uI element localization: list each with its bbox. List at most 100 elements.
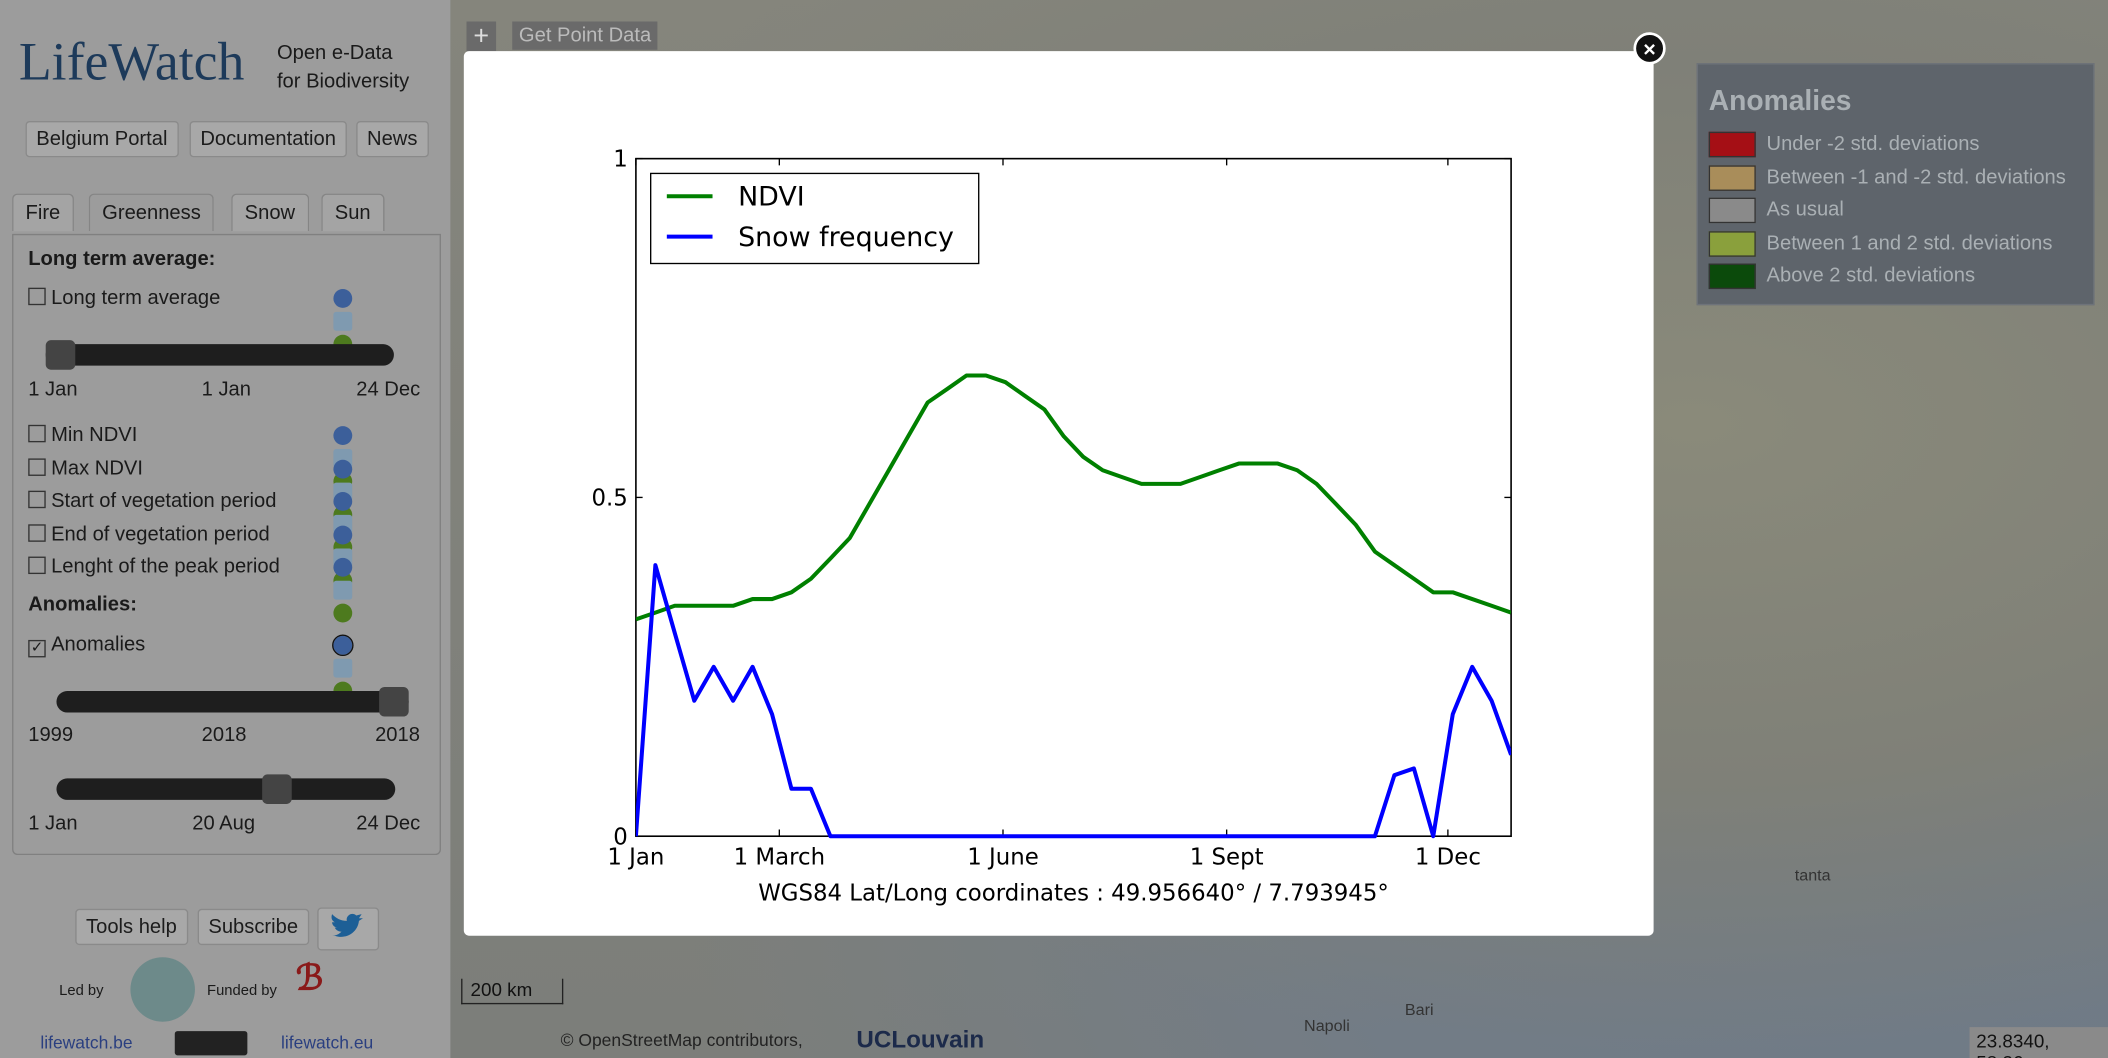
layer-toggle[interactable]: Min NDVI bbox=[28, 423, 137, 446]
partner-logo bbox=[130, 957, 195, 1022]
tab[interactable]: Greenness bbox=[89, 194, 215, 232]
legend-title: Anomalies bbox=[1709, 86, 1852, 118]
attribution: © OpenStreetMap contributors, bbox=[561, 1030, 803, 1050]
checkbox[interactable] bbox=[28, 288, 45, 305]
layer-label: Max NDVI bbox=[51, 456, 143, 479]
close-button[interactable]: × bbox=[1633, 32, 1665, 64]
subscribe-button[interactable]: Subscribe bbox=[198, 909, 309, 945]
nav-button[interactable]: News bbox=[356, 121, 428, 157]
funder-logo: ℬ bbox=[296, 957, 350, 1011]
checkbox[interactable] bbox=[28, 524, 45, 541]
layer-icons bbox=[333, 555, 359, 624]
slider-handle[interactable] bbox=[379, 687, 409, 717]
legend-item: Between 1 and 2 std. deviations bbox=[1709, 231, 2053, 257]
tagline-line: Open e-Data bbox=[277, 39, 409, 67]
layer-toggle[interactable]: End of vegetation period bbox=[28, 522, 269, 545]
funded-by: Funded by bbox=[207, 983, 277, 999]
slider[interactable] bbox=[46, 344, 394, 366]
twitter-button[interactable] bbox=[317, 907, 379, 950]
legend-item: Under -2 std. deviations bbox=[1709, 132, 1980, 158]
style-icon[interactable] bbox=[333, 312, 352, 331]
legend-label: Above 2 std. deviations bbox=[1767, 264, 1976, 287]
tab[interactable]: Sun bbox=[321, 194, 384, 232]
tagline: Open e-Datafor Biodiversity bbox=[277, 39, 409, 95]
link[interactable]: lifewatch.eu bbox=[281, 1032, 373, 1052]
legend-label: Between -1 and -2 std. deviations bbox=[1767, 165, 2066, 188]
screen: + Get Point Data 200 km © OpenStreetMap … bbox=[0, 0, 2108, 1058]
slider-label: 20 Aug bbox=[192, 812, 255, 835]
layer-label: Anomalies bbox=[51, 633, 145, 656]
layer-toggle[interactable]: Long term average bbox=[28, 286, 220, 309]
legend-swatch bbox=[1709, 198, 1756, 224]
legend-item: Between -1 and -2 std. deviations bbox=[1709, 165, 2066, 191]
logo[interactable]: LifeWatch bbox=[19, 30, 245, 93]
place-label: tanta bbox=[1795, 866, 1831, 885]
section-title: Anomalies: bbox=[28, 593, 137, 616]
x-axis-label: WGS84 Lat/Long coordinates : 49.956640° … bbox=[758, 881, 1389, 907]
info-icon[interactable] bbox=[333, 558, 352, 577]
legend-swatch bbox=[1709, 231, 1756, 257]
get-point-data[interactable]: Get Point Data bbox=[512, 22, 658, 50]
legend-swatch bbox=[1709, 264, 1756, 290]
info-icon[interactable] bbox=[333, 492, 352, 511]
x-tick-label: 1 Dec bbox=[1415, 844, 1481, 870]
nav-button[interactable]: Belgium Portal bbox=[26, 121, 179, 157]
legend-item: Above 2 std. deviations bbox=[1709, 264, 1975, 290]
layer-toggle[interactable]: Max NDVI bbox=[28, 456, 143, 479]
place-label: Napoli bbox=[1304, 1016, 1350, 1035]
help-button[interactable]: Tools help bbox=[75, 909, 187, 945]
x-tick-label: 1 June bbox=[967, 844, 1039, 870]
x-tick-label: 1 March bbox=[734, 844, 825, 870]
checkbox[interactable] bbox=[28, 491, 45, 508]
tab[interactable]: Fire bbox=[12, 194, 74, 232]
checkbox[interactable]: ✓ bbox=[28, 640, 45, 657]
layer-toggle[interactable]: ✓ Anomalies bbox=[28, 633, 145, 657]
layer-label: Lenght of the peak period bbox=[51, 555, 280, 578]
layer-label: Long term average bbox=[51, 286, 220, 309]
slider-handle[interactable] bbox=[46, 340, 76, 370]
slider-label: 2018 bbox=[375, 723, 420, 746]
license-badge[interactable] bbox=[175, 1031, 248, 1055]
y-tick-label: 1 bbox=[613, 147, 628, 173]
download-icon[interactable] bbox=[333, 604, 352, 623]
slider-handle[interactable] bbox=[262, 774, 292, 804]
info-icon[interactable] bbox=[333, 426, 352, 445]
legend-label: Under -2 std. deviations bbox=[1767, 132, 1980, 155]
slider-label: 1 Jan bbox=[202, 378, 251, 401]
layer-label: Min NDVI bbox=[51, 423, 137, 446]
info-icon[interactable] bbox=[333, 525, 352, 544]
tab[interactable]: Snow bbox=[231, 194, 308, 232]
section-title: Long term average: bbox=[28, 247, 215, 270]
nav-button[interactable]: Documentation bbox=[190, 121, 347, 157]
checkbox[interactable] bbox=[28, 557, 45, 574]
place-label: Bari bbox=[1405, 1000, 1434, 1019]
checkbox[interactable] bbox=[28, 458, 45, 475]
style-icon[interactable] bbox=[333, 659, 352, 678]
data-line bbox=[636, 565, 1511, 836]
data-line bbox=[636, 375, 1511, 619]
layer-toggle[interactable]: Lenght of the peak period bbox=[28, 555, 280, 578]
info-icon[interactable] bbox=[333, 289, 352, 308]
chart-modal: 00.511 Jan1 March1 June1 Sept1 DecWGS84 … bbox=[464, 51, 1654, 936]
legend-swatch bbox=[1709, 132, 1756, 158]
layer-label: End of vegetation period bbox=[51, 522, 270, 545]
slider-label: 24 Dec bbox=[356, 378, 420, 401]
slider[interactable] bbox=[56, 778, 395, 800]
brand: UCLouvain bbox=[856, 1026, 984, 1054]
checkbox[interactable] bbox=[28, 425, 45, 442]
link[interactable]: lifewatch.be bbox=[40, 1032, 132, 1052]
legend-swatch bbox=[1709, 165, 1756, 191]
tagline-line: for Biodiversity bbox=[277, 67, 409, 95]
legend-label: Snow frequency bbox=[738, 222, 954, 253]
layer-toggle[interactable]: Start of vegetation period bbox=[28, 489, 276, 512]
zoom-in[interactable]: + bbox=[467, 22, 497, 52]
anomaly-legend: Anomalies Under -2 std. deviations Betwee… bbox=[1697, 63, 2095, 305]
info-icon[interactable] bbox=[333, 636, 352, 655]
slider[interactable] bbox=[56, 691, 408, 713]
legend-label: Between 1 and 2 std. deviations bbox=[1767, 231, 2053, 254]
style-icon[interactable] bbox=[333, 581, 352, 600]
y-tick-label: 0.5 bbox=[591, 485, 627, 511]
info-icon[interactable] bbox=[333, 459, 352, 478]
legend-item: As usual bbox=[1709, 198, 1844, 224]
